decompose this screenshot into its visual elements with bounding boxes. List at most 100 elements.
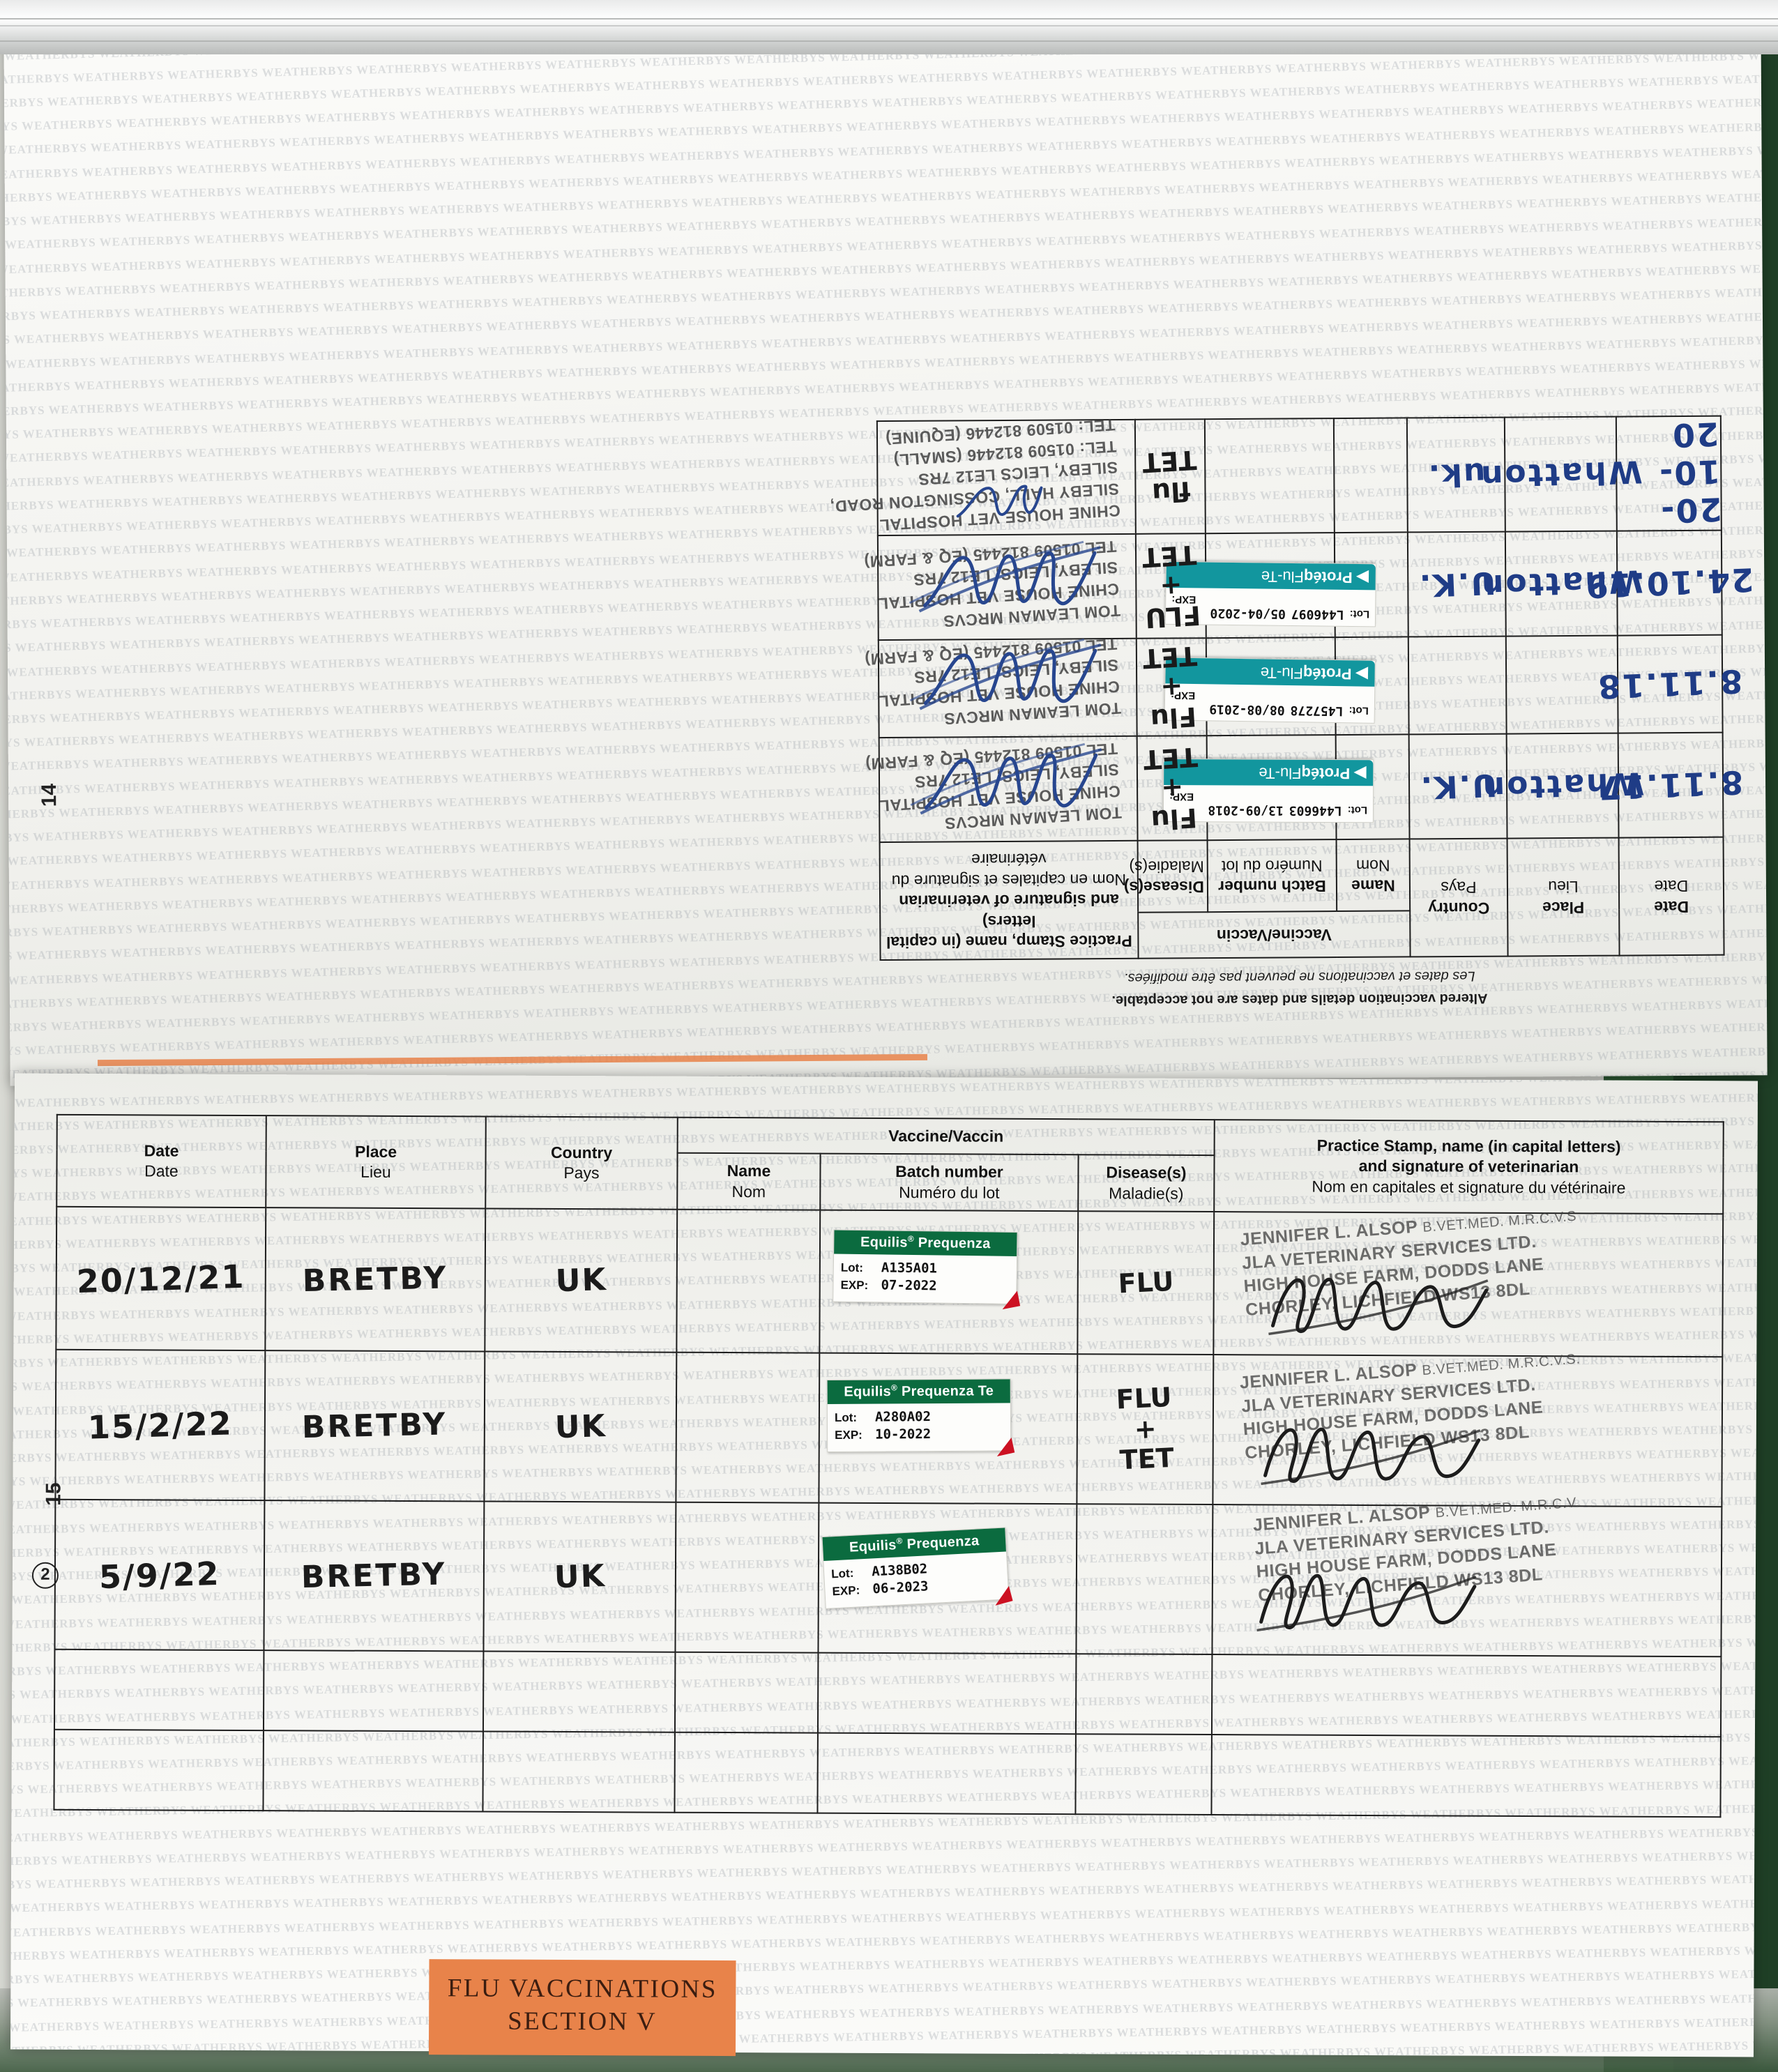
cell-vaccine-name: [674, 1652, 819, 1733]
sticker-exp-value: 06-2023: [872, 1578, 929, 1597]
handwritten-date: 8.11.18: [1596, 662, 1744, 706]
cell-date: 5/9/22: [54, 1500, 265, 1651]
altered-note-fr: Les dates et vaccinations ne peuvent pas…: [1123, 968, 1475, 986]
cell-disease: FLU + TET: [1077, 1354, 1214, 1505]
th-disease: Disease(s) Maladie(s): [1124, 840, 1208, 913]
practice-stamp: TOM LEAMAN MRCVS CHINE HOUSE VET HOSPITAL…: [865, 738, 1123, 839]
th-place: Place Lieu: [266, 1115, 486, 1209]
cell-practice-stamp: JENNIFER L. ALSOP B.VET.MED. M.R.C.V. JLA…: [1212, 1495, 1722, 1657]
table-row: 20-10-20 Whatton uk. flu TET CHINE HOUSE …: [830, 415, 1723, 535]
cell-disease: [1076, 1504, 1213, 1655]
handwritten-disease: Flu + TET: [1141, 640, 1198, 735]
cell-date: [54, 1650, 264, 1731]
handwritten-disease: flu TET: [1141, 445, 1198, 509]
practice-stamp: JENNIFER L. ALSOP B.VET.MED. M.R.C.V.S JL…: [1240, 1204, 1583, 1322]
handwritten-date: 20/12/21: [76, 1257, 246, 1300]
cell-country: U.K.: [1408, 733, 1507, 839]
practice-stamp: CHINE HOUSE VET HOSPITAL SILEBY HALL, COS…: [826, 413, 1121, 538]
table-row: [54, 1650, 1722, 1737]
cell-disease: FLU + TET: [1135, 533, 1206, 639]
cell-place: Whatton: [1478, 416, 1643, 532]
practice-stamp: JENNIFER L. ALSOP B.VET.MED. M.R.C.V.S. J…: [1239, 1347, 1586, 1465]
sticker-red-corner: [994, 1438, 1015, 1457]
cell-practice-stamp: JENNIFER L. ALSOP B.VET.MED. M.R.C.V.S. J…: [1213, 1352, 1723, 1507]
cell-batch-number: Lot: L446603 13/09-2018 EXP: ▶ ProtéqFlu…: [1162, 734, 1374, 841]
cell-place: [263, 1650, 484, 1732]
th-practice-stamp: Practice Stamp, name (in capital letters…: [1214, 1120, 1724, 1214]
sticker-lot-value: L446097: [1291, 606, 1344, 622]
sticker-lot-label: Lot:: [840, 1260, 864, 1275]
cell-disease: FLU: [1077, 1211, 1215, 1355]
section-tab-flu-vaccinations: FLU VACCINATIONS SECTION V: [428, 1959, 736, 2056]
handwritten-place: BRETBY: [302, 1260, 449, 1300]
cell-batch-number: [1204, 418, 1335, 534]
table-row: [54, 1730, 1721, 1818]
table-row: 8.11.17 Whatton U.K. Lot: L446603 13/09-…: [865, 732, 1745, 842]
sticker-exp-value: 13/09-2018: [1208, 802, 1284, 818]
cell-batch-number: [817, 1652, 1077, 1735]
cell-practice-stamp: TOM LEAMAN MRCVS CHINE HOUSE VET HOSPITAL…: [863, 533, 1137, 640]
cell-place: BRETBY: [264, 1350, 485, 1502]
sticker-lot-label: Lot:: [1347, 803, 1368, 816]
cell-place: BRETBY: [265, 1208, 486, 1352]
cell-country: UK: [485, 1208, 678, 1353]
handwritten-country: UK: [554, 1262, 607, 1300]
cell-disease: flu TET: [1134, 419, 1206, 534]
handwritten-date: 15/2/22: [87, 1404, 234, 1447]
sticker-lot-label: Lot:: [830, 1566, 854, 1581]
sticker-lot-value: A135A01: [881, 1260, 938, 1277]
handwritten-disease: FLU: [1117, 1265, 1175, 1300]
cell-batch-number: Equilis® Prequenza Lot: A138B02 EXP: 06-…: [818, 1502, 1077, 1654]
cell-batch-number: Equilis® Prequenza Te Lot: A280A02 EXP: …: [819, 1353, 1078, 1505]
th-batch: Batch number Numéro du lot: [820, 1154, 1079, 1212]
handwritten-country: UK: [554, 1408, 607, 1446]
cell-vaccine-name: [675, 1502, 819, 1653]
sticker-lot-label: Lot:: [1349, 607, 1370, 620]
sticker-exp-value: 07-2022: [881, 1278, 937, 1295]
passport-page-14: WEATHERBYS WEATHERBYS WEATHERBYS WEATHER…: [3, 15, 1768, 1086]
sticker-exp-value: 05/04-2020: [1210, 605, 1286, 621]
handwritten-disease: Flu + TET: [1142, 741, 1199, 836]
th-vaccine-group: Vaccine/Vaccin: [1138, 911, 1411, 959]
sticker-red-corner: [991, 1586, 1013, 1606]
cell-batch-number: Lot: L446097 05/04-2020 EXP: ▶ ProtéqFlu…: [1164, 532, 1376, 639]
th-practice-stamp: Practice Stamp, name (in capital letters…: [879, 840, 1139, 961]
altered-note-en: Altered vaccination details and dates ar…: [1111, 990, 1488, 1009]
handwritten-date: 5/9/22: [98, 1554, 221, 1596]
cell-disease: [1075, 1654, 1213, 1735]
table-header-row-bottom: Date Date Place Lieu Country Pays Vaccin…: [56, 1114, 1724, 1214]
cell-vaccine-name: [1333, 418, 1408, 533]
vaccine-sticker-equilis: Equilis® Prequenza Lot: A138B02 EXP: 06-…: [821, 1527, 1013, 1610]
table-row: 8.11.18 Lot: L457278 08/08-2019 EXP: ▶ P…: [864, 634, 1744, 738]
cell-batch-number: [817, 1732, 1076, 1815]
sticker-lot-label: Lot:: [1348, 704, 1369, 717]
th-country: Country Pays: [485, 1116, 678, 1210]
practice-stamp: JENNIFER L. ALSOP B.VET.MED. M.R.C.V. JLA…: [1252, 1490, 1586, 1607]
passport-page-15: WEATHERBYS WEATHERBYS WEATHERBYS WEATHER…: [10, 1073, 1758, 2057]
sticker-red-corner: [999, 1290, 1021, 1310]
cell-place: [263, 1730, 483, 1812]
cell-practice-stamp: TOM LEAMAN MRCVS CHINE HOUSE VET HOSPITAL…: [864, 634, 1137, 738]
cell-date: 15/2/22: [55, 1350, 266, 1501]
cell-vaccine-name: [674, 1732, 818, 1813]
cell-country: [1408, 636, 1507, 735]
cell-practice-stamp: CHINE HOUSE VET HOSPITAL SILEBY HALL, COS…: [830, 416, 1136, 535]
cell-country: UK: [483, 1501, 676, 1653]
sticker-exp-label: EXP:: [835, 1429, 863, 1442]
sticker-exp-label: EXP:: [832, 1583, 860, 1599]
practice-stamp: TOM LEAMAN MRCVS CHINE HOUSE VET HOSPITAL…: [864, 633, 1122, 734]
cell-date: 20/12/21: [56, 1207, 266, 1351]
sticker-lot-value: L446603: [1289, 802, 1342, 818]
table-header-row-top: Date Date Place Lieu Country Pays Vaccin…: [879, 837, 1724, 961]
cell-country: [483, 1651, 676, 1733]
table-row: 15/2/22 BRETBY UK Equilis® Prequenza Te …: [55, 1350, 1723, 1507]
handwritten-disease: FLU + TET: [1115, 1382, 1175, 1477]
cell-country: U.K.: [1407, 531, 1506, 637]
handwritten-country: uk.: [1426, 455, 1487, 494]
sticker-brand-band: Equilis® Prequenza: [834, 1230, 1017, 1256]
th-batch: Batch number Numéro du lot: [1207, 839, 1337, 913]
cell-practice-stamp: [1211, 1735, 1721, 1818]
cell-batch-number: Equilis® Prequenza Lot: A135A01 EXP: 07-…: [819, 1210, 1079, 1355]
th-disease: Disease(s) Maladie(s): [1078, 1155, 1215, 1212]
handwritten-place: BRETBY: [301, 1556, 448, 1596]
